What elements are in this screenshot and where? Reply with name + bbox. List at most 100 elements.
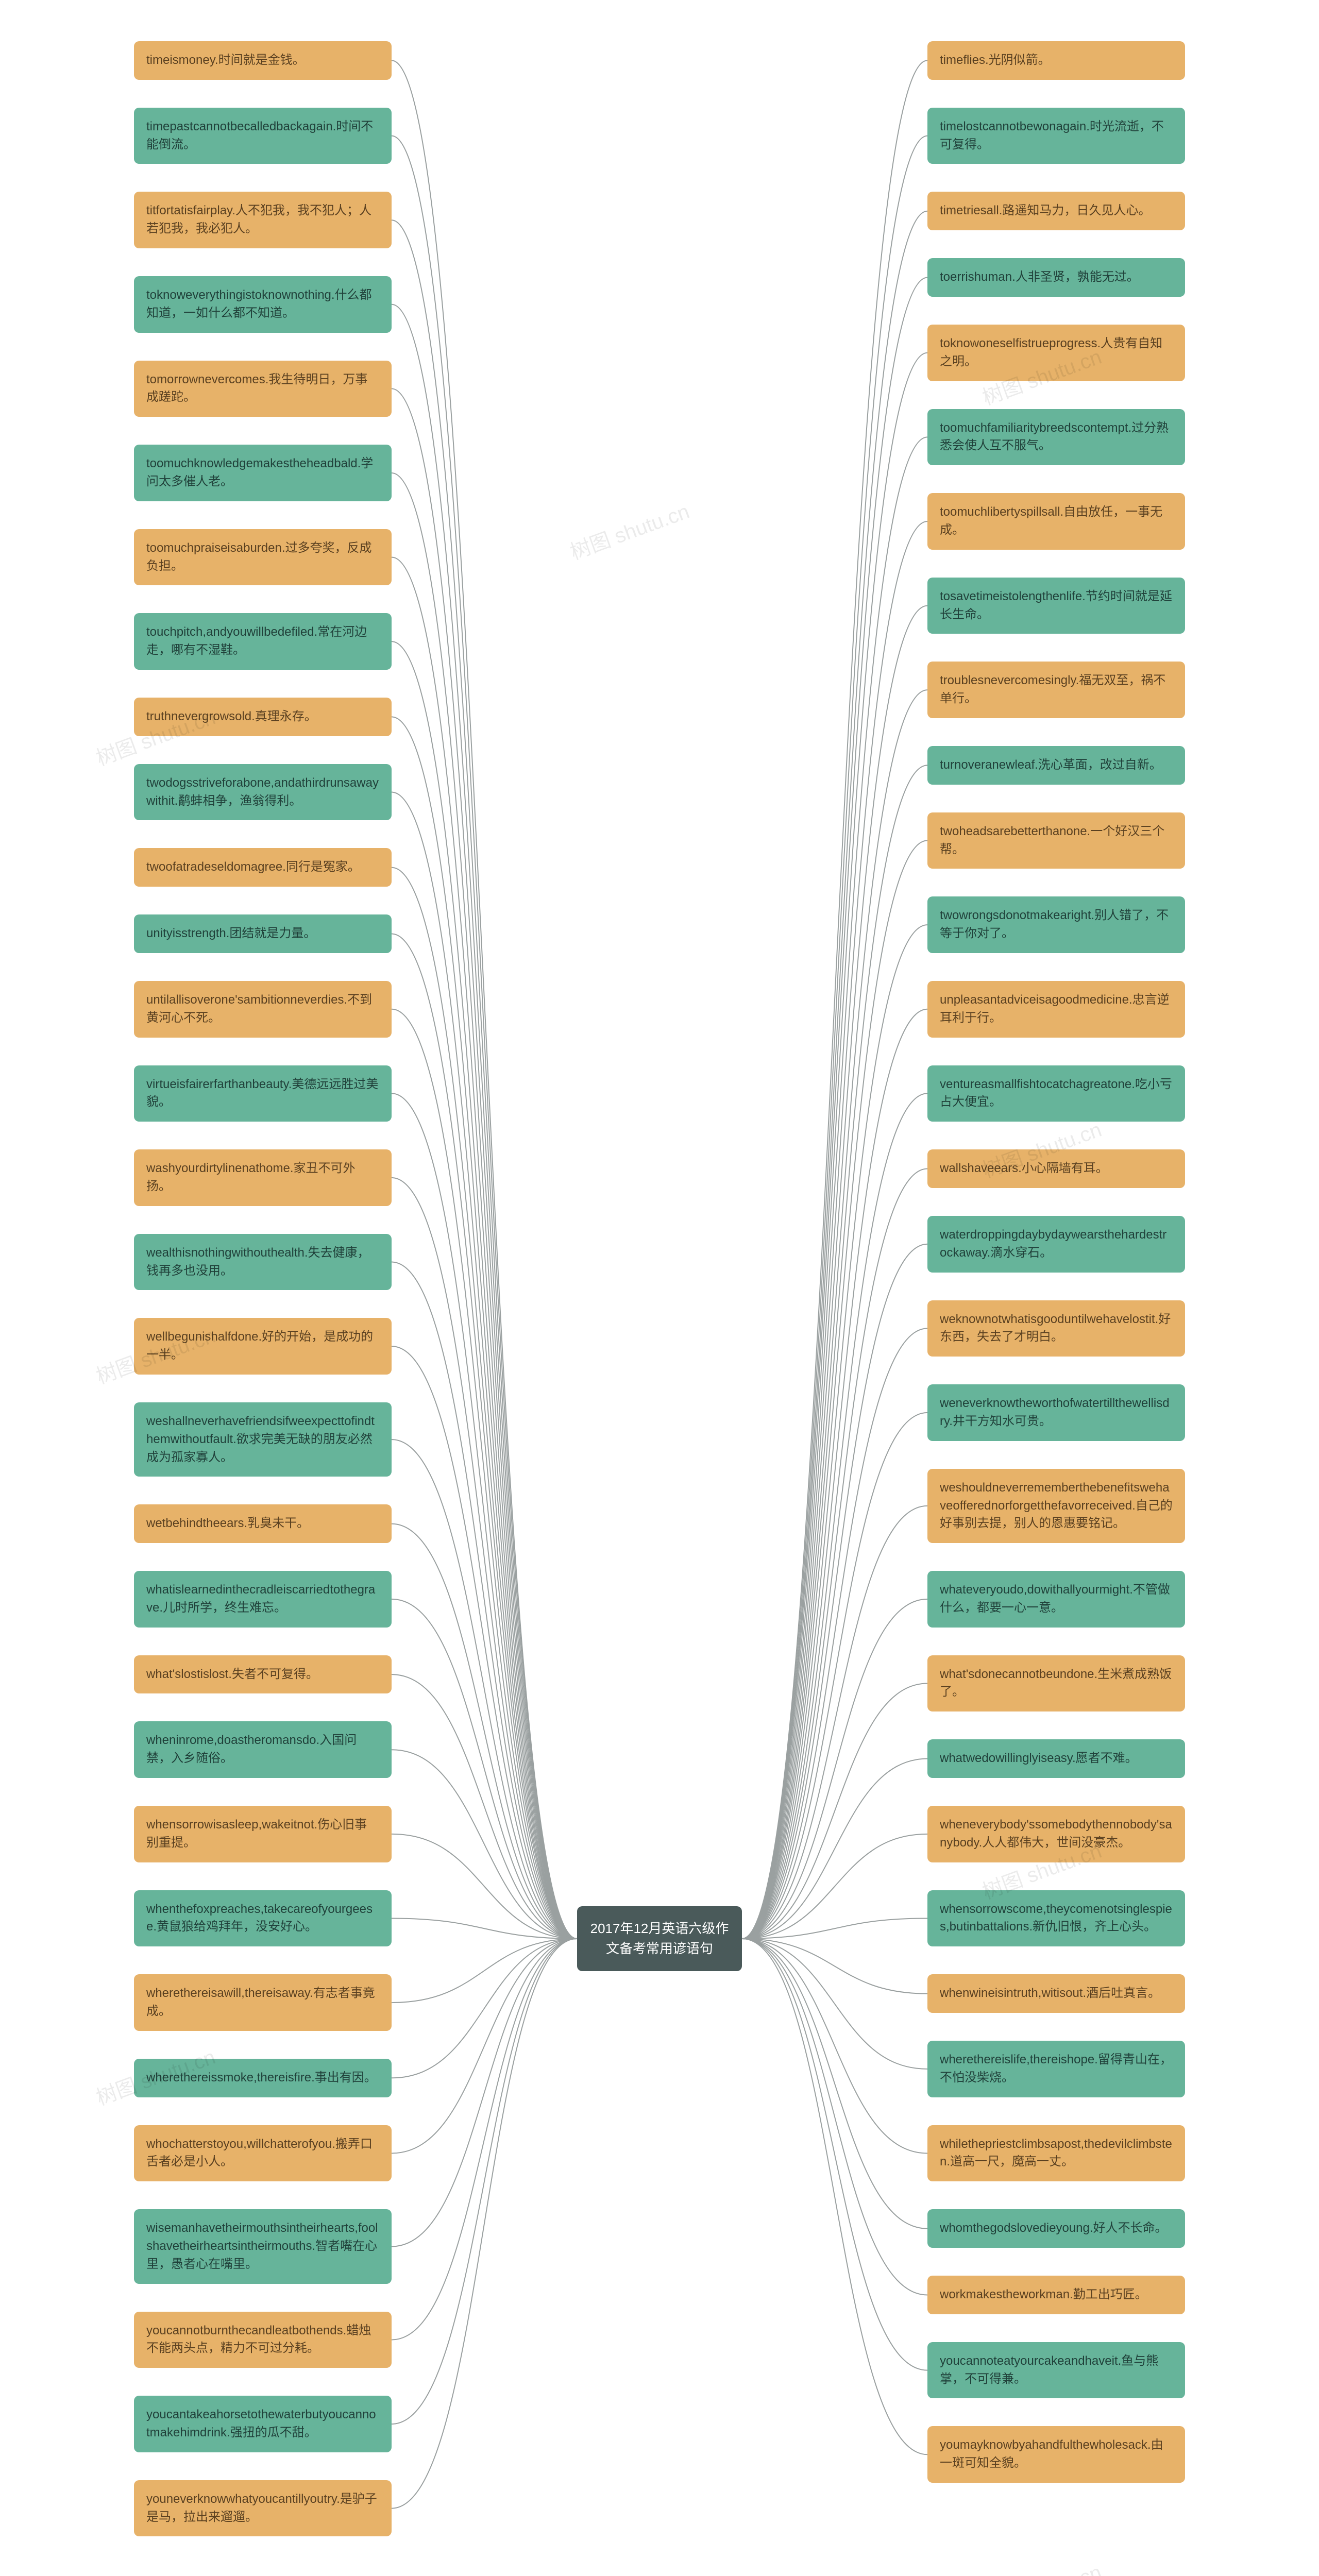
proverb-node: touchpitch,andyouwillbedefiled.常在河边走，哪有不… xyxy=(134,613,392,670)
connector-line xyxy=(742,353,927,1939)
proverb-node: toomuchlibertyspillsall.自由放任，一事无成。 xyxy=(927,493,1185,550)
proverb-node: toomuchfamiliaritybreedscontempt.过分熟悉会使人… xyxy=(927,409,1185,466)
proverb-text: titfortatisfairplay.人不犯我，我不犯人；人若犯我，我必犯人。 xyxy=(146,204,371,235)
proverb-text: washyourdirtylinenathome.家丑不可外扬。 xyxy=(146,1161,355,1193)
connector-line xyxy=(742,1506,927,1939)
proverb-text: whateveryoudo,dowithallyourmight.不管做什么，都… xyxy=(940,1583,1170,1615)
proverb-node: whomthegodslovedieyoung.好人不长命。 xyxy=(927,2209,1185,2248)
connector-line xyxy=(742,1939,927,2229)
proverb-text: virtueisfairerfarthanbeauty.美德远远胜过美貌。 xyxy=(146,1077,378,1109)
proverb-node: whilethepriestclimbsapost,thedevilclimbs… xyxy=(927,2125,1185,2182)
proverb-text: workmakestheworkman.勤工出巧匠。 xyxy=(940,2287,1147,2301)
proverb-node: wheninrome,doastheromansdo.入国问禁，入乡随俗。 xyxy=(134,1721,392,1778)
proverb-text: twodogsstriveforabone,andathirdrunsawayw… xyxy=(146,776,379,808)
connector-line xyxy=(742,1918,927,1939)
watermark-text: 树图 shutu.cn xyxy=(977,2555,1105,2576)
proverb-text: tomorrownevercomes.我生待明日，万事成蹉跎。 xyxy=(146,372,367,404)
proverb-text: whomthegodslovedieyoung.好人不长命。 xyxy=(940,2221,1168,2235)
proverb-text: youcannoteatyourcakeandhaveit.鱼与熊掌，不可得兼。 xyxy=(940,2354,1158,2386)
proverb-node: toomuchpraiseisaburden.过多夸奖，反成负担。 xyxy=(134,529,392,586)
proverb-text: whenwineisintruth,witisout.酒后吐真言。 xyxy=(940,1986,1160,2000)
proverb-node: weshouldneverrememberthebenefitswehaveof… xyxy=(927,1469,1185,1543)
connector-line xyxy=(392,1346,577,1939)
proverb-node: wealthisnothingwithouthealth.失去健康，钱再多也没用… xyxy=(134,1234,392,1291)
proverb-node: timelostcannotbewonagain.时光流逝，不可复得。 xyxy=(927,108,1185,164)
connector-line xyxy=(742,60,927,1939)
connector-line xyxy=(742,437,927,1939)
proverb-text: whatislearnedinthecradleiscarriedtothegr… xyxy=(146,1583,375,1615)
proverb-text: unpleasantadviceisagoodmedicine.忠言逆耳利于行。 xyxy=(940,993,1170,1025)
connector-line xyxy=(392,1939,577,2509)
connector-line xyxy=(392,557,577,1939)
proverb-text: truthnevergrowsold.真理永存。 xyxy=(146,709,317,723)
connector-line xyxy=(392,1674,577,1939)
connector-line xyxy=(742,278,927,1939)
proverb-text: unityisstrength.团结就是力量。 xyxy=(146,926,316,940)
connector-line xyxy=(742,765,927,1939)
connector-line xyxy=(742,1939,927,2370)
connector-line xyxy=(392,1918,577,1939)
proverb-node: timepastcannotbecalledbackagain.时间不能倒流。 xyxy=(134,108,392,164)
proverb-node: toerrishuman.人非圣贤，孰能无过。 xyxy=(927,258,1185,297)
connector-line xyxy=(742,1244,927,1939)
proverb-node: whatwedowillinglyiseasy.愿者不难。 xyxy=(927,1739,1185,1778)
connector-line xyxy=(392,136,577,1939)
proverb-text: what'sdonecannotbeundone.生米煮成熟饭了。 xyxy=(940,1667,1172,1699)
proverb-node: twoheadsarebetterthanone.一个好汉三个帮。 xyxy=(927,812,1185,869)
connector-line xyxy=(392,1834,577,1939)
proverb-node: twowrongsdonotmakearight.别人错了，不等于你对了。 xyxy=(927,896,1185,953)
connector-line xyxy=(392,1939,577,2153)
connector-line xyxy=(392,1093,577,1939)
proverb-text: youcannotburnthecandleatbothends.蜡烛不能两头点… xyxy=(146,2324,371,2355)
connector-line xyxy=(742,841,927,1939)
proverb-text: twoheadsarebetterthanone.一个好汉三个帮。 xyxy=(940,824,1164,856)
proverb-node: twoofatradeseldomagree.同行是冤家。 xyxy=(134,848,392,887)
connector-line xyxy=(392,1939,577,2078)
proverb-text: wallshaveears.小心隔墙有耳。 xyxy=(940,1161,1108,1175)
proverb-text: toomuchlibertyspillsall.自由放任，一事无成。 xyxy=(940,505,1162,537)
proverb-text: wheninrome,doastheromansdo.入国问禁，入乡随俗。 xyxy=(146,1733,357,1765)
connector-line xyxy=(392,1939,577,2340)
proverb-text: twoofatradeseldomagree.同行是冤家。 xyxy=(146,860,360,874)
proverb-node: timeismoney.时间就是金钱。 xyxy=(134,41,392,80)
proverb-node: youcantakeahorsetothewaterbutyoucannotma… xyxy=(134,2396,392,2452)
proverb-node: timeflies.光阴似箭。 xyxy=(927,41,1185,80)
proverb-text: whilethepriestclimbsapost,thedevilclimbs… xyxy=(940,2137,1172,2169)
proverb-node: wetbehindtheears.乳臭未干。 xyxy=(134,1504,392,1543)
proverb-text: toerrishuman.人非圣贤，孰能无过。 xyxy=(940,270,1139,284)
proverb-text: wisemanhavetheirmouthsintheirhearts,fool… xyxy=(146,2221,378,2271)
connector-line xyxy=(392,1439,577,1939)
proverb-node: toknoweverythingistoknownothing.什么都知道，一如… xyxy=(134,276,392,333)
proverb-text: weshouldneverrememberthebenefitswehaveof… xyxy=(940,1481,1173,1531)
connector-line xyxy=(392,304,577,1939)
proverb-text: wellbegunishalfdone.好的开始，是成功的一半。 xyxy=(146,1330,373,1362)
proverb-node: whensorrowscome,theycomenotsinglespies,b… xyxy=(927,1890,1185,1947)
proverb-text: timeflies.光阴似箭。 xyxy=(940,53,1051,67)
connector-line xyxy=(392,220,577,1939)
connector-line xyxy=(742,521,927,1939)
proverb-text: touchpitch,andyouwillbedefiled.常在河边走，哪有不… xyxy=(146,625,367,657)
connector-line xyxy=(742,925,927,1939)
proverb-node: youmayknowbyahandfulthewholesack.由一斑可知全貌… xyxy=(927,2426,1185,2483)
connector-line xyxy=(392,717,577,1939)
proverb-node: wallshaveears.小心隔墙有耳。 xyxy=(927,1149,1185,1188)
proverb-text: toomuchknowledgemakestheheadbald.学问太多催人老… xyxy=(146,456,373,488)
proverb-node: virtueisfairerfarthanbeauty.美德远远胜过美貌。 xyxy=(134,1065,392,1122)
connector-line xyxy=(742,1093,927,1939)
proverb-text: timepastcannotbecalledbackagain.时间不能倒流。 xyxy=(146,120,373,151)
connector-line xyxy=(742,1939,927,2454)
connector-line xyxy=(392,1939,577,2424)
proverb-node: wherethereisawill,thereisaway.有志者事竟成。 xyxy=(134,1974,392,2031)
proverb-text: tosavetimeistolengthenlife.节约时间就是延长生命。 xyxy=(940,589,1172,621)
proverb-node: workmakestheworkman.勤工出巧匠。 xyxy=(927,2276,1185,2314)
proverb-text: whensorrowscome,theycomenotsinglespies,b… xyxy=(940,1902,1172,1934)
proverb-node: whateveryoudo,dowithallyourmight.不管做什么，都… xyxy=(927,1571,1185,1628)
proverb-text: youmayknowbyahandfulthewholesack.由一斑可知全貌… xyxy=(940,2438,1163,2470)
proverb-node: toknowoneselfistrueprogress.人贵有自知之明。 xyxy=(927,325,1185,381)
center-title: 2017年12月英语六级作文备考常用谚语句 xyxy=(590,1921,729,1956)
connector-line xyxy=(392,1939,577,2003)
proverb-node: unpleasantadviceisagoodmedicine.忠言逆耳利于行。 xyxy=(927,981,1185,1038)
proverb-text: timelostcannotbewonagain.时光流逝，不可复得。 xyxy=(940,120,1164,151)
proverb-node: timetriesall.路遥知马力，日久见人心。 xyxy=(927,192,1185,230)
connector-line xyxy=(392,1939,577,2246)
